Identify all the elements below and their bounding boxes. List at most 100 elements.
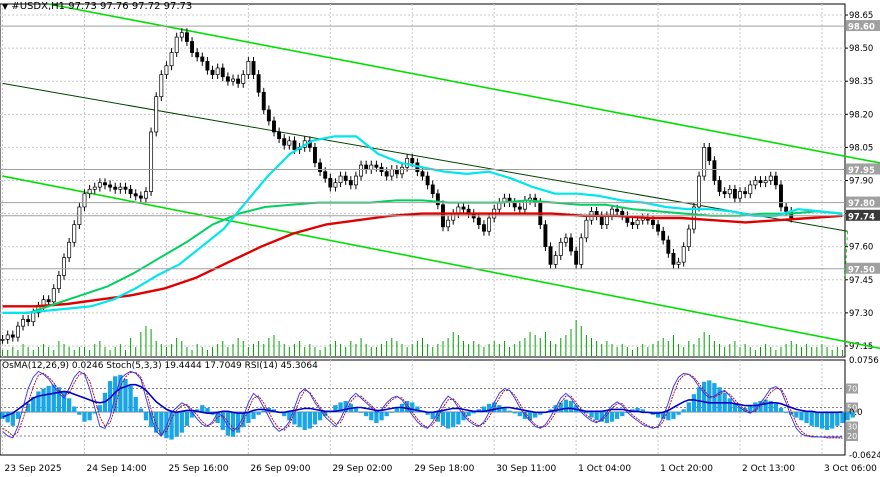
- osma-bar: [143, 412, 149, 421]
- candle-body: [558, 241, 563, 256]
- osma-bar: [364, 412, 369, 417]
- price-tick-label: 97.60: [849, 243, 873, 253]
- dropdown-triangle-icon[interactable]: ▼: [2, 2, 9, 11]
- osma-bar: [461, 412, 466, 421]
- osma-bar: [732, 403, 738, 413]
- symbol-label: #USDX,H1: [11, 1, 66, 12]
- candle-body: [384, 171, 389, 177]
- osma-bar: [246, 412, 251, 424]
- osma-bar: [712, 383, 717, 413]
- osma-bar: [430, 412, 435, 419]
- candle-body: [0, 339, 5, 341]
- osma-bar: [66, 398, 72, 413]
- osma-bar: [36, 391, 41, 413]
- candle-body: [487, 217, 492, 232]
- osma-bar: [604, 412, 610, 424]
- osma-bar: [558, 402, 563, 413]
- candle-body: [241, 74, 246, 84]
- osma-bar: [425, 412, 430, 415]
- candle-body: [179, 32, 184, 38]
- candle-body: [343, 175, 348, 181]
- osma-bar: [107, 381, 113, 413]
- time-tick-label: 24 Sep 14:00: [87, 464, 147, 474]
- candle-body: [200, 56, 205, 62]
- candle-body: [272, 120, 276, 133]
- osma-bar: [584, 412, 589, 414]
- candle-body: [512, 202, 517, 208]
- candle-body: [630, 222, 635, 225]
- candle-body: [732, 188, 737, 199]
- osma-bar: [533, 412, 538, 418]
- osma-bar: [256, 412, 261, 415]
- candle-body: [159, 74, 164, 98]
- candle-body: [87, 188, 92, 195]
- candle-body: [261, 91, 266, 111]
- candle-body: [420, 171, 425, 177]
- candle-body: [702, 147, 707, 177]
- candle-body: [154, 96, 159, 133]
- osma-bar: [835, 412, 840, 426]
- candle-body: [727, 188, 732, 195]
- osma-bar: [481, 406, 487, 413]
- chart-title: ▼ #USDX,H1 97.73 97.76 97.72 97.73: [2, 1, 192, 12]
- candle-body: [773, 175, 778, 186]
- candle-body: [313, 147, 317, 164]
- level-box: [846, 262, 880, 274]
- osma-bar: [389, 412, 394, 413]
- osc-level-label: 20: [847, 432, 857, 441]
- osma-bar: [297, 412, 302, 428]
- price-tick-label: 98.50: [849, 44, 873, 54]
- candle-body: [46, 299, 51, 303]
- candle-body: [92, 186, 97, 190]
- osma-bar: [56, 387, 62, 413]
- candle-body: [359, 164, 363, 177]
- time-tick-label: 29 Sep 02:00: [332, 464, 392, 474]
- candle-body: [205, 61, 210, 71]
- candle-body: [374, 164, 379, 168]
- osma-bar: [768, 401, 773, 413]
- osma-bar: [696, 387, 702, 413]
- time-tick-label: 26 Sep 09:00: [250, 464, 310, 474]
- osma-bar: [819, 412, 825, 429]
- candle-body: [389, 169, 394, 177]
- candle-body: [707, 147, 712, 161]
- osma-bar: [97, 405, 103, 413]
- candle-body: [169, 52, 174, 67]
- osma-bar: [282, 412, 287, 417]
- osc-level-box: [846, 421, 858, 432]
- candle-body: [72, 224, 77, 243]
- level-box: [846, 209, 880, 221]
- candle-body: [722, 191, 727, 195]
- stoch-signal-line: [2, 371, 843, 439]
- osma-bar: [799, 412, 804, 421]
- candle-body: [133, 193, 138, 197]
- osma-bar: [676, 412, 681, 415]
- osma-bar: [287, 412, 292, 421]
- osma-bar: [456, 412, 461, 425]
- osma-bar: [758, 401, 763, 413]
- osma-bar: [845, 412, 850, 421]
- osma-bar: [512, 412, 517, 414]
- osma-bar: [394, 407, 400, 413]
- candle-body: [656, 224, 661, 232]
- osma-bar: [410, 402, 415, 413]
- candle-body: [671, 252, 676, 265]
- level-box: [846, 20, 880, 32]
- osma-bar: [10, 412, 15, 426]
- level-box: [846, 196, 880, 208]
- candle-body: [184, 32, 189, 42]
- candle-body: [103, 182, 107, 186]
- osma-bar: [717, 387, 722, 413]
- osma-bar: [169, 412, 174, 440]
- osma-bar: [440, 412, 446, 426]
- osma-bar: [317, 412, 323, 421]
- osma-bar: [379, 412, 384, 421]
- candle-body: [15, 325, 20, 338]
- osma-tick-label: -0.0624: [849, 451, 880, 461]
- candle-body: [410, 158, 415, 164]
- rsi-line: [2, 383, 843, 418]
- candle-body: [138, 195, 143, 199]
- candle-body: [779, 184, 783, 208]
